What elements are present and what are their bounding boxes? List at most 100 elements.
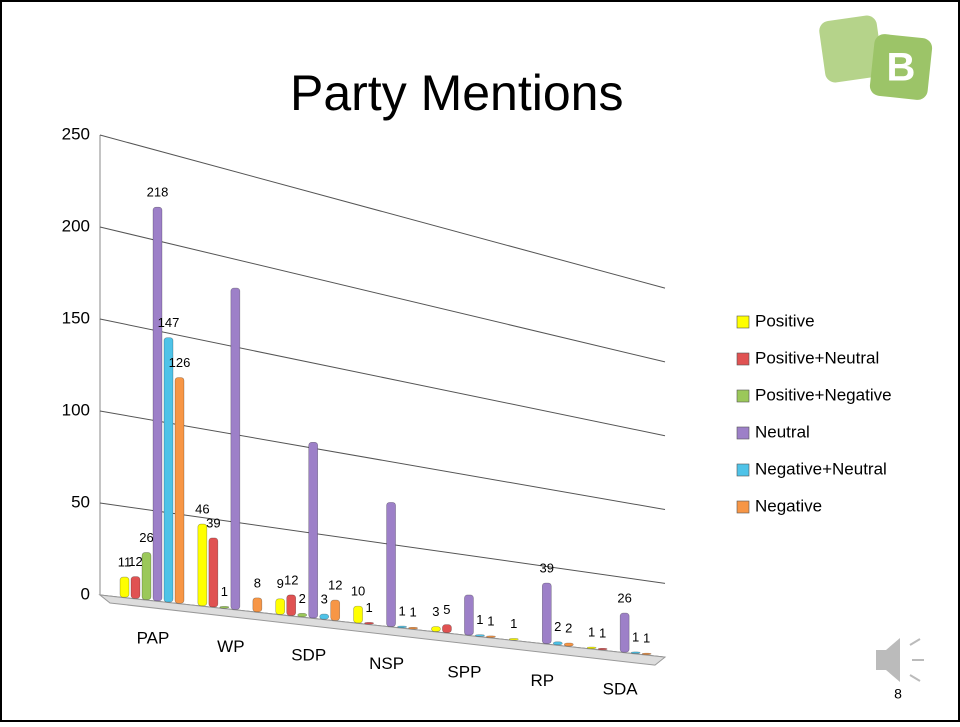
data-label: 12 [328,578,342,593]
data-label: 2 [299,591,306,606]
data-label: 1 [398,604,405,619]
legend-swatch [736,315,750,329]
x-tick-label: SPP [447,663,481,682]
data-label: 1 [221,584,228,599]
data-label: 218 [147,185,169,200]
bar [130,576,141,599]
data-label: 26 [617,591,631,606]
bar [442,624,452,633]
data-label: 1 [643,631,650,646]
bar [319,613,330,620]
data-label: 1 [487,613,494,628]
data-label: 126 [169,355,191,370]
bar [464,594,474,636]
data-label: 11 [118,555,132,570]
bar [197,523,208,607]
bar [586,646,597,649]
legend-label: Positive+Neutral [755,348,879,367]
bar [541,582,552,644]
legend-swatch [736,426,750,440]
x-tick-label: NSP [369,654,404,673]
x-tick-label: PAP [137,628,170,647]
legend-label: Positive [755,311,815,330]
legend-label: Negative [755,496,822,515]
chart-title: Party Mentions [290,65,623,121]
bar [563,642,574,647]
data-label: 3 [321,592,328,607]
data-label: 1 [599,626,606,641]
legend-swatch [736,463,750,477]
legend-swatch [736,352,750,366]
x-tick-label: RP [530,671,554,690]
bar [141,552,152,600]
grid-line [99,134,666,289]
data-label: 2 [565,620,572,635]
data-label: 39 [206,515,220,530]
x-tick-label: SDP [291,645,326,664]
data-label: 147 [158,315,180,330]
bar [597,647,608,651]
bar [364,622,374,625]
data-label: 5 [443,602,450,617]
bar [219,606,230,609]
legend-label: Negative+Neutral [755,459,887,478]
data-label: 2 [554,619,561,634]
bar [208,537,219,608]
bar [386,502,396,627]
data-label: 8 [254,575,261,590]
data-label: 12 [128,554,142,569]
bar [486,635,496,638]
bar [275,598,286,615]
data-label: 26 [139,530,153,545]
data-label: 12 [284,572,298,587]
grid-line [99,226,666,363]
speaker-icon[interactable] [876,638,924,682]
data-label: 46 [195,501,209,516]
legend-swatch [736,500,750,514]
data-label: 1 [476,612,483,627]
floor [98,594,667,666]
bar [641,652,652,655]
bar [330,599,341,621]
data-label: 10 [351,584,365,599]
bar [174,377,185,604]
bar [475,634,485,637]
x-tick-label: SDA [603,680,639,699]
data-label: 1 [510,616,517,631]
bar [163,337,174,603]
data-label: 1 [588,624,595,639]
page-number: 8 [894,686,902,702]
bar [308,441,319,619]
data-label: 1 [409,605,416,620]
bar [619,612,630,653]
svg-text:B: B [887,46,916,90]
data-label: 1 [365,600,372,615]
bar [552,641,563,646]
legend-label: Positive+Negative [755,385,892,404]
x-tick-label: WP [217,637,244,656]
bar [286,594,297,616]
bar [431,626,441,632]
grid-line [99,410,666,511]
y-tick-label: 100 [62,400,90,419]
data-label: 1 [632,629,639,644]
legend-label: Neutral [755,422,810,441]
bar [230,287,241,610]
y-tick-label: 150 [62,308,90,327]
bar [119,576,130,598]
logo: B [819,15,933,100]
y-tick-label: 250 [62,124,90,143]
grid-line [99,318,666,437]
bar [353,605,363,624]
bar [252,597,263,613]
bar [508,638,519,641]
data-label: 39 [540,560,554,575]
y-tick-label: 50 [71,492,90,511]
legend-swatch [736,389,750,403]
y-tick-label: 0 [81,584,90,603]
bar [397,625,407,629]
bar [152,206,163,602]
bar [297,613,308,618]
bar [408,627,418,630]
